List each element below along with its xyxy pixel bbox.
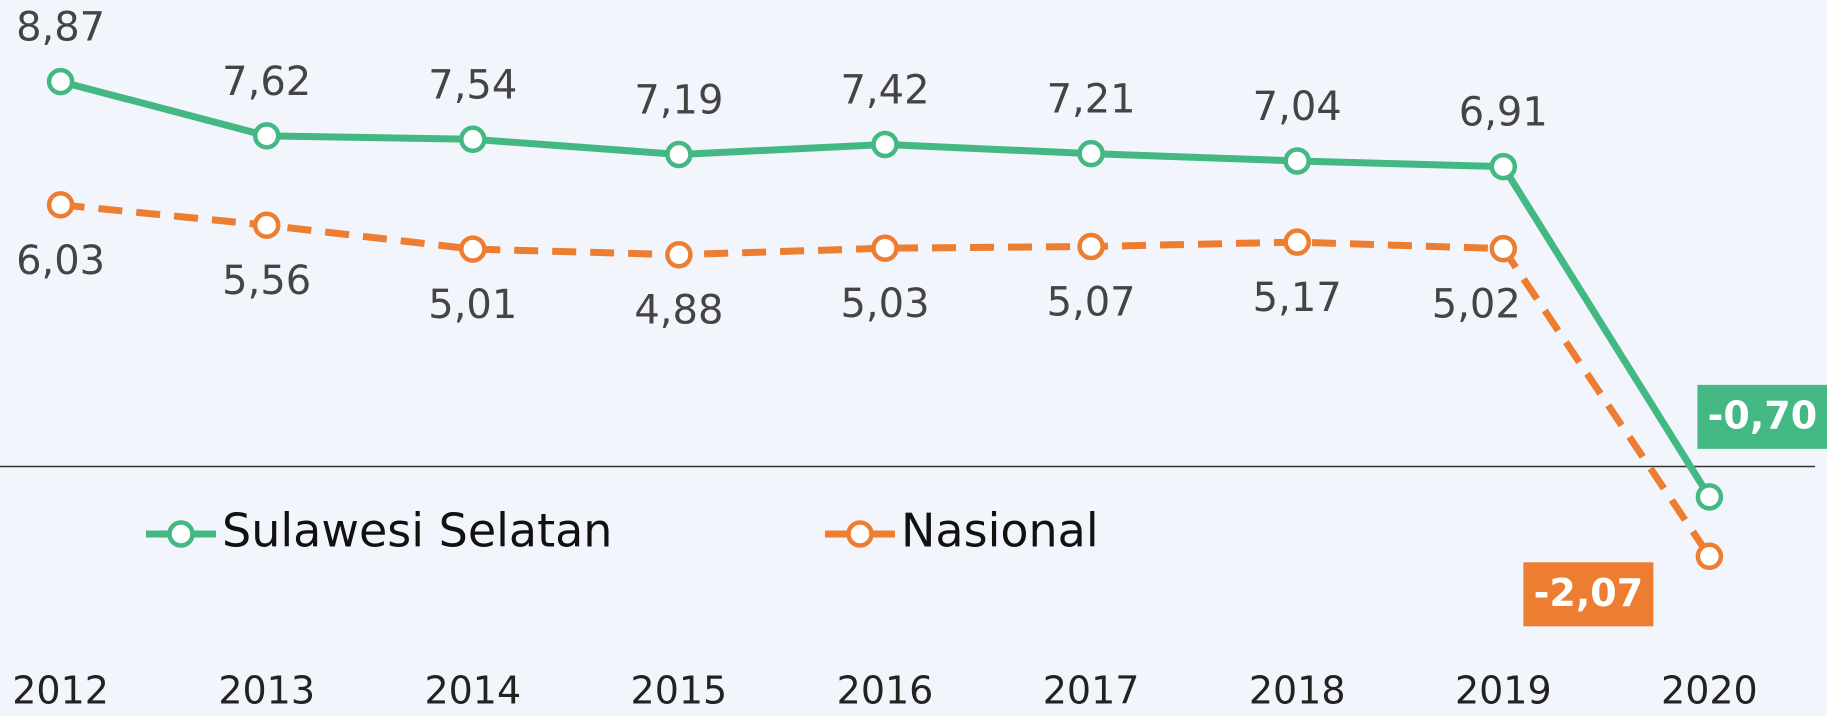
value-label: 5,02	[1432, 282, 1521, 328]
value-label: 6,03	[16, 238, 105, 284]
value-label: 7,42	[840, 68, 929, 114]
label-box	[1697, 384, 1827, 449]
value-label: 5,07	[1047, 279, 1136, 325]
value-label: -2,07	[1534, 571, 1644, 615]
point	[1489, 152, 1518, 181]
x-tick-label: 2018	[1249, 669, 1346, 713]
value-label: 7,04	[1253, 84, 1342, 130]
x-tick-label: 2016	[837, 669, 934, 713]
point	[1695, 542, 1724, 571]
value-label: 5,03	[840, 281, 929, 327]
point	[252, 122, 281, 150]
point	[1077, 232, 1105, 261]
label-box	[1523, 562, 1654, 627]
point	[871, 130, 899, 159]
point	[46, 191, 75, 219]
value-label: -0,70	[1708, 393, 1818, 437]
point	[1283, 147, 1311, 175]
point	[1489, 234, 1518, 263]
x-tick-label: 2020	[1661, 669, 1758, 713]
legend-marker	[167, 520, 195, 548]
x-tick-label: 2017	[1043, 669, 1140, 713]
legend-label: Sulawesi Selatan	[222, 504, 612, 558]
value-label: 5,56	[222, 258, 311, 304]
value-label: 6,91	[1459, 90, 1548, 136]
value-label: 7,19	[634, 77, 723, 123]
legend-marker	[846, 520, 874, 548]
value-label: 5,01	[428, 282, 517, 328]
point	[665, 140, 693, 169]
x-tick-label: 2019	[1455, 669, 1552, 713]
point	[871, 234, 899, 262]
x-tick-label: 2014	[424, 669, 521, 713]
point	[665, 240, 693, 269]
x-tick-label: 2015	[631, 669, 728, 713]
point	[46, 67, 75, 96]
value-label: 4,88	[634, 288, 723, 334]
value-label: 7,21	[1047, 77, 1136, 123]
value-label: 7,62	[222, 59, 311, 105]
value-label: 8,87	[16, 5, 105, 51]
point	[1695, 483, 1724, 511]
legend-label: Nasional	[901, 504, 1099, 558]
point	[1283, 228, 1311, 256]
point	[1077, 139, 1105, 168]
point	[459, 235, 487, 263]
point	[252, 211, 281, 239]
value-label: 5,17	[1253, 275, 1342, 321]
x-tick-label: 2012	[12, 669, 109, 713]
series-line	[60, 201, 1713, 559]
x-tick-label: 2013	[218, 669, 315, 713]
point	[459, 125, 487, 154]
value-label: 7,54	[428, 62, 517, 108]
